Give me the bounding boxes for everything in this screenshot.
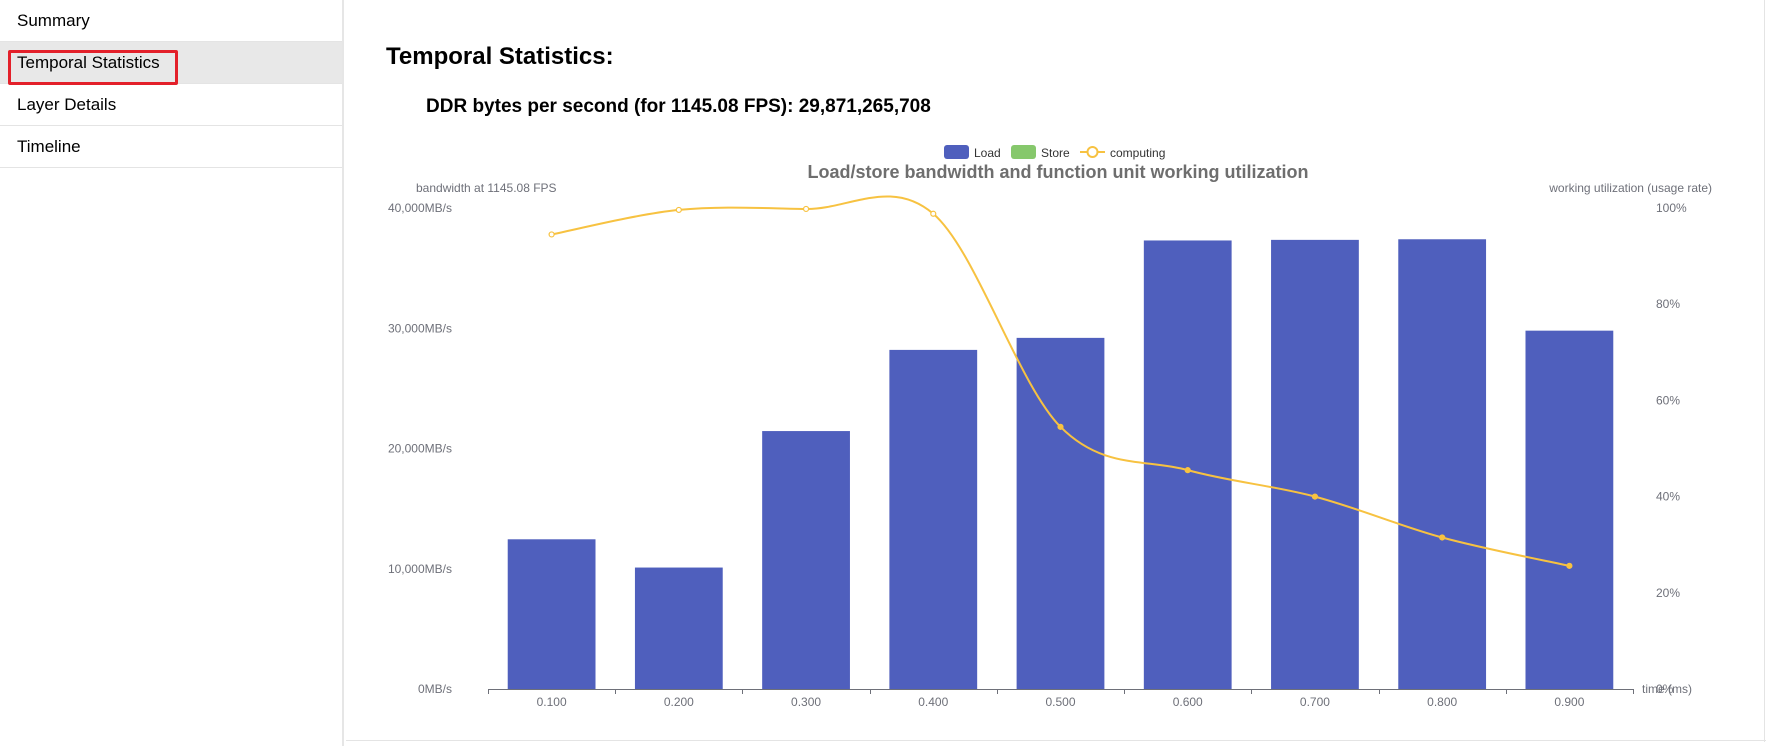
ddr-bandwidth-label: DDR bytes per second (for 1145.08 FPS): … <box>426 96 931 117</box>
point-computing-0.300 <box>802 205 810 213</box>
bar-load-0.500 <box>1016 337 1105 689</box>
right-axis-tick-label: 100% <box>1656 201 1687 215</box>
sidebar-item-temporal-statistics[interactable]: Temporal Statistics <box>0 42 342 85</box>
x-axis-tick-label: 0.500 <box>1045 695 1075 709</box>
point-computing-0.500 <box>1057 423 1064 430</box>
right-axis-tick-label: 40% <box>1656 490 1680 504</box>
x-axis-tick-label: 0.100 <box>537 695 567 709</box>
left-axis-tick-label: 40,000MB/s <box>388 201 452 215</box>
right-axis-tick-label: 20% <box>1656 586 1680 600</box>
legend-label-load: Load <box>974 146 1001 160</box>
left-axis-tick-label: 10,000MB/s <box>388 562 452 576</box>
legend-label-store: Store <box>1041 146 1070 160</box>
sidebar-item-layer-details[interactable]: Layer Details <box>0 84 342 126</box>
main-panel: Temporal Statistics: DDR bytes per secon… <box>346 0 1772 746</box>
bar-load-0.900 <box>1525 330 1614 689</box>
point-computing-0.400 <box>930 210 937 217</box>
right-axis-tick-label: 80% <box>1656 297 1680 311</box>
point-computing-0.600 <box>1184 467 1191 474</box>
x-axis-tick-label: 0.400 <box>918 695 948 709</box>
sidebar-item-label: Temporal Statistics <box>17 53 160 72</box>
panel-divider <box>346 740 1766 741</box>
x-axis-tick-label: 0.800 <box>1427 695 1457 709</box>
chart-title: Load/store bandwidth and function unit w… <box>808 162 1309 182</box>
bandwidth-chart: Load/store bandwidth and function unit w… <box>388 145 1712 709</box>
sidebar-item-summary[interactable]: Summary <box>0 0 342 42</box>
left-axis-tick-label: 20,000MB/s <box>388 442 452 456</box>
right-axis-tick-label: 60% <box>1656 393 1680 407</box>
left-axis-name: bandwidth at 1145.08 FPS <box>416 181 557 195</box>
point-computing-0.800 <box>1439 534 1446 541</box>
sidebar-item-label: Summary <box>17 11 90 30</box>
line-computing <box>551 195 1570 567</box>
page-title: Temporal Statistics: <box>386 43 614 70</box>
legend-label-computing: computing <box>1110 146 1165 160</box>
bar-load-0.100 <box>507 539 596 689</box>
x-axis-tick-label: 0.200 <box>664 695 694 709</box>
point-computing-0.100 <box>548 231 555 238</box>
legend-marker-computing <box>1086 146 1099 158</box>
x-axis-tick-label: 0.300 <box>791 695 821 709</box>
x-axis-name: time (ms) <box>1642 682 1692 696</box>
right-axis-tick-label: 0% <box>1656 682 1674 696</box>
bar-load-0.800 <box>1398 239 1487 689</box>
sidebar: Summary Temporal Statistics Layer Detail… <box>0 0 344 746</box>
point-computing-0.200 <box>675 206 682 214</box>
sidebar-item-timeline[interactable]: Timeline <box>0 126 342 168</box>
x-axis-tick-label: 0.700 <box>1300 695 1330 709</box>
point-computing-0.700 <box>1311 493 1319 500</box>
bar-load-0.200 <box>634 567 723 689</box>
bar-load-0.700 <box>1271 239 1359 689</box>
point-computing-0.900 <box>1566 562 1573 569</box>
x-axis-tick-label: 0.900 <box>1554 695 1584 709</box>
bar-load-0.400 <box>889 349 978 689</box>
left-axis-tick-label: 30,000MB/s <box>388 321 452 335</box>
sidebar-item-label: Layer Details <box>17 95 117 114</box>
sidebar-item-label: Timeline <box>17 137 81 156</box>
x-axis-tick-label: 0.600 <box>1173 695 1203 709</box>
left-axis-tick-label: 0MB/s <box>418 682 452 696</box>
legend-swatch-load <box>944 145 969 159</box>
legend-swatch-store <box>1011 145 1036 159</box>
right-axis-name: working utilization (usage rate) <box>1548 181 1712 195</box>
bar-load-0.300 <box>762 431 850 689</box>
panel-border <box>1764 0 1765 742</box>
